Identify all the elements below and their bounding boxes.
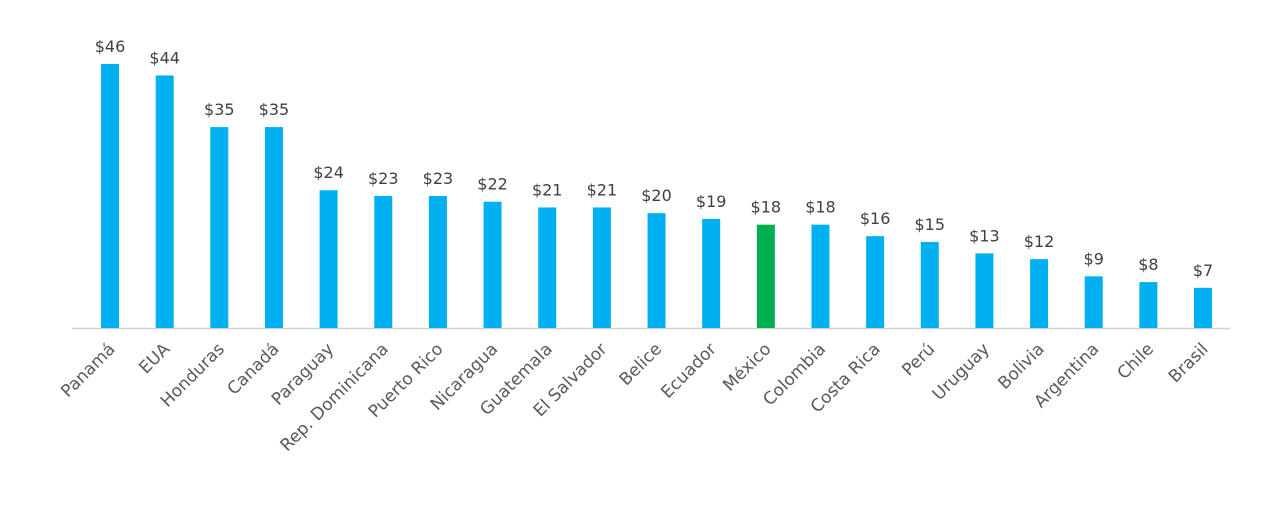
bar <box>1084 276 1103 328</box>
x-tick-label: Belice <box>616 339 666 389</box>
bar <box>483 201 502 328</box>
value-label: $44 <box>149 48 180 67</box>
value-label: $16 <box>860 209 891 228</box>
value-label: $18 <box>805 198 836 217</box>
bar <box>428 195 447 328</box>
value-label: $9 <box>1084 249 1104 268</box>
bar <box>592 207 611 328</box>
bar <box>866 236 885 328</box>
x-tick-label: Panamá <box>57 339 119 401</box>
bar <box>1194 287 1213 328</box>
x-tick-label: Chile <box>1114 339 1158 383</box>
value-label: $35 <box>259 100 290 119</box>
value-label: $15 <box>915 215 946 234</box>
x-tick-label: Brasil <box>1165 339 1213 387</box>
bar <box>538 207 557 328</box>
value-label: $13 <box>969 226 1000 245</box>
value-label: $21 <box>587 180 618 199</box>
bar <box>264 127 283 328</box>
x-tick-label: Perú <box>898 339 939 380</box>
value-label: $8 <box>1138 255 1158 274</box>
bar <box>155 75 174 328</box>
bar <box>756 224 775 328</box>
bar <box>811 224 830 328</box>
value-label: $21 <box>532 180 563 199</box>
value-label: $24 <box>313 163 344 182</box>
x-tick-label: Ecuador <box>657 339 720 402</box>
value-label: $7 <box>1193 261 1213 280</box>
value-label: $12 <box>1024 232 1055 251</box>
value-label: $35 <box>204 100 235 119</box>
bar <box>210 127 229 328</box>
x-tick-label: EUA <box>135 339 174 378</box>
x-tick-label: Uruguay <box>929 339 994 404</box>
bar <box>702 218 721 328</box>
bar <box>319 190 338 328</box>
bar <box>920 241 939 328</box>
value-label: $18 <box>751 198 782 217</box>
bar <box>647 213 666 328</box>
bar <box>101 63 120 329</box>
bar <box>1139 282 1158 328</box>
bar <box>975 253 994 328</box>
value-label: $23 <box>423 169 454 188</box>
value-label: $19 <box>696 192 727 211</box>
value-label: $23 <box>368 169 399 188</box>
value-label: $46 <box>95 37 126 56</box>
value-label: $22 <box>477 175 508 194</box>
value-label: $20 <box>641 186 672 205</box>
bar <box>1030 259 1049 328</box>
x-tick-label: Bolivia <box>994 339 1048 393</box>
bar <box>374 195 393 328</box>
